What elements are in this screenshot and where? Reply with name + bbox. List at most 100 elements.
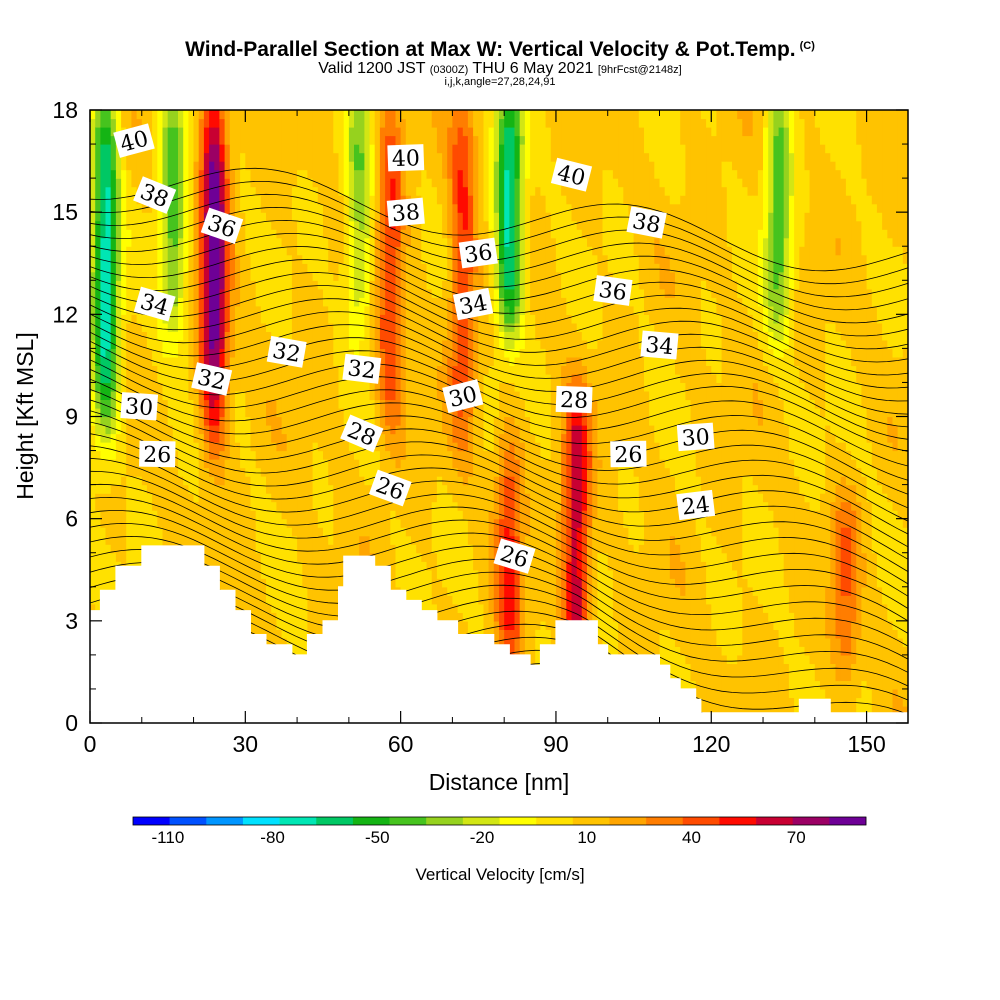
velocity-cell bbox=[105, 442, 112, 460]
velocity-cell bbox=[219, 416, 226, 452]
velocity-cell bbox=[659, 288, 666, 341]
velocity-cell bbox=[488, 229, 495, 324]
velocity-cell bbox=[436, 399, 443, 477]
velocity-cell bbox=[312, 186, 319, 281]
theta-label-text: 28 bbox=[560, 388, 589, 414]
velocity-cell bbox=[861, 586, 868, 682]
velocity-cell bbox=[493, 110, 500, 162]
velocity-cell bbox=[814, 510, 821, 682]
velocity-cell bbox=[809, 110, 816, 401]
valid-time-a: Valid 1200 JST bbox=[318, 60, 426, 77]
velocity-cell bbox=[545, 212, 552, 375]
velocity-cell bbox=[576, 578, 583, 630]
velocity-cell bbox=[426, 288, 433, 571]
velocity-cell bbox=[172, 110, 179, 128]
velocity-cell bbox=[732, 663, 738, 723]
velocity-cell bbox=[602, 169, 609, 256]
velocity-cell bbox=[499, 518, 505, 630]
velocity-cell bbox=[835, 442, 842, 486]
velocity-cell bbox=[871, 203, 878, 307]
velocity-cell bbox=[447, 408, 453, 452]
velocity-cell bbox=[452, 442, 459, 469]
velocity-cell bbox=[887, 416, 894, 443]
velocity-cell bbox=[840, 110, 847, 179]
velocity-cell bbox=[887, 110, 894, 239]
velocity-cell bbox=[457, 169, 464, 213]
velocity-cell bbox=[499, 348, 505, 384]
velocity-cell bbox=[203, 110, 210, 128]
velocity-cell bbox=[773, 356, 780, 383]
velocity-cell bbox=[369, 195, 376, 281]
velocity-cell bbox=[618, 450, 624, 511]
velocity-cell bbox=[763, 501, 769, 613]
velocity-cell bbox=[219, 450, 226, 486]
velocity-cell bbox=[442, 339, 448, 435]
velocity-cell bbox=[452, 467, 459, 503]
velocity-cell bbox=[669, 203, 676, 273]
x-tick-label: 30 bbox=[233, 731, 259, 757]
velocity-cell bbox=[141, 212, 148, 332]
velocity-cell bbox=[431, 501, 438, 554]
velocity-cell bbox=[742, 110, 749, 137]
velocity-cell bbox=[835, 331, 842, 443]
colorbar-swatch bbox=[242, 817, 280, 825]
velocity-cell bbox=[100, 459, 107, 494]
velocity-cell bbox=[504, 127, 510, 171]
velocity-cell bbox=[845, 527, 852, 596]
theta-label-bg bbox=[191, 362, 233, 396]
velocity-cell bbox=[348, 220, 355, 349]
velocity-cell bbox=[706, 127, 712, 290]
velocity-cell bbox=[90, 118, 96, 273]
velocity-cell bbox=[110, 110, 117, 120]
velocity-cell bbox=[95, 110, 101, 128]
velocity-cell bbox=[172, 331, 179, 358]
theta-label-text: 32 bbox=[270, 339, 302, 368]
velocity-cell bbox=[509, 127, 516, 290]
velocity-cell bbox=[680, 501, 686, 562]
velocity-cell bbox=[835, 169, 842, 239]
velocity-cell bbox=[892, 629, 899, 690]
velocity-cell bbox=[354, 356, 360, 460]
velocity-cell bbox=[115, 178, 122, 281]
velocity-cell bbox=[628, 110, 635, 222]
velocity-cell bbox=[638, 127, 645, 290]
velocity-cell bbox=[545, 373, 552, 460]
velocity-cell bbox=[514, 305, 521, 324]
velocity-cell bbox=[333, 280, 340, 366]
theta-label-bg bbox=[387, 144, 425, 172]
velocity-cell bbox=[675, 110, 681, 205]
velocity-cell bbox=[442, 484, 448, 588]
velocity-cell bbox=[794, 476, 800, 639]
velocity-cell bbox=[126, 169, 132, 230]
velocity-cell bbox=[892, 246, 899, 358]
velocity-cell bbox=[845, 110, 852, 196]
velocity-cell bbox=[105, 399, 112, 418]
velocity-cell bbox=[856, 467, 862, 503]
velocity-cell bbox=[840, 339, 847, 443]
velocity-cell bbox=[861, 178, 868, 256]
velocity-cell bbox=[659, 246, 666, 290]
velocity-cell bbox=[845, 484, 852, 503]
chart-title: Wind-Parallel Section at Max W: Vertical… bbox=[0, 38, 1000, 62]
velocity-cell bbox=[307, 178, 314, 273]
colorbar-swatch bbox=[499, 817, 537, 825]
velocity-cell bbox=[105, 186, 112, 349]
theta-label-bg bbox=[139, 440, 176, 468]
velocity-cell bbox=[576, 356, 583, 375]
theta-contour bbox=[90, 259, 908, 363]
velocity-cell bbox=[105, 416, 112, 435]
velocity-cell bbox=[897, 246, 904, 358]
velocity-cell bbox=[266, 493, 272, 605]
velocity-cell bbox=[488, 127, 495, 230]
velocity-cell bbox=[680, 595, 686, 656]
velocity-cell bbox=[467, 476, 474, 545]
velocity-cell bbox=[229, 169, 236, 239]
velocity-cell bbox=[198, 118, 205, 171]
colorbar-label: Vertical Velocity [cm/s] bbox=[415, 865, 584, 884]
velocity-cell bbox=[379, 127, 386, 315]
velocity-cell bbox=[669, 356, 676, 477]
velocity-cell bbox=[431, 186, 438, 298]
velocity-cell bbox=[260, 476, 267, 579]
theta-label-bg bbox=[452, 287, 494, 321]
